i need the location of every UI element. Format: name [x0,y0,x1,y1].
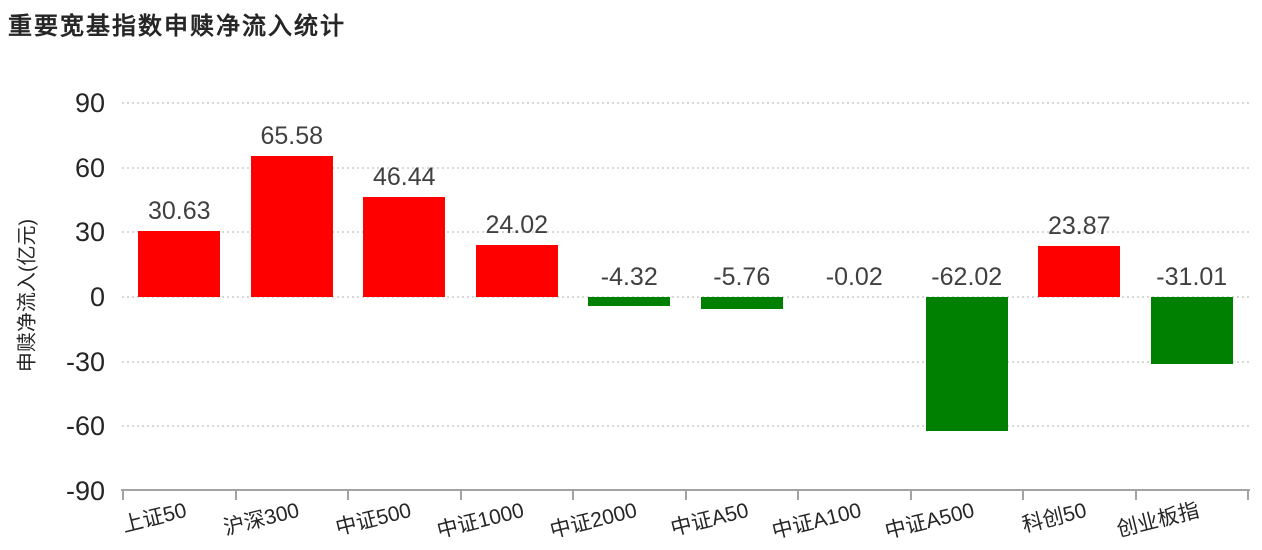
x-tick [347,489,349,500]
y-tick-label: -30 [65,346,105,377]
x-tick [1247,489,1249,500]
x-tick-label: 中证1000 [434,499,527,543]
gridline [122,360,1249,363]
gridline [122,101,1249,104]
x-tick [797,489,799,500]
x-tick [459,489,462,500]
gridline [122,231,1249,234]
bar-value-label: -5.76 [713,263,771,291]
x-tick [909,489,912,500]
bar [475,245,558,297]
y-tick-label: -60 [65,411,105,442]
bar-value-label: -62.02 [931,263,1003,291]
x-tick-label: 中证A50 [668,499,752,541]
bar [1038,245,1121,297]
bar-value-label: 46.44 [372,162,436,191]
x-tick-label: 科创50 [1019,499,1089,538]
x-tick-label: 中证A500 [882,499,977,544]
chart-title: 重要宽基指数申赎净流入统计 [8,13,346,40]
bar [250,155,333,297]
x-tick [684,489,687,500]
x-tick [234,489,237,500]
x-tick-label: 中证2000 [547,499,639,543]
x-tick-label: 中证A100 [769,499,864,544]
x-tick [1134,489,1137,500]
bar-value-label: 30.63 [147,196,211,225]
bar [363,196,446,297]
bar [588,297,671,307]
y-tick-label: 30 [74,217,105,248]
gridline [122,425,1249,428]
x-tick [572,489,574,500]
y-tick-label: -90 [65,476,105,506]
gridline [122,296,1249,298]
bar [700,297,783,310]
x-tick-label: 创业板指 [1114,499,1202,542]
x-tick [122,489,124,500]
bar-value-label: -31.01 [1156,263,1228,291]
x-tick-label: 中证500 [333,499,414,540]
bar-value-label: -0.02 [825,263,883,291]
bar [1150,297,1233,364]
bar [138,230,221,297]
bar-value-label: 23.87 [1047,211,1111,240]
bar-value-label: 24.02 [485,211,549,240]
bar-value-label: -4.32 [600,263,658,291]
x-tick-label: 上证50 [119,499,189,538]
y-tick-label: 90 [74,87,105,118]
y-tick-label: 0 [89,282,105,312]
bar-value-label: 65.58 [260,121,324,150]
x-tick-label: 沪深300 [220,499,302,540]
gridline [122,166,1249,169]
bar [925,297,1008,431]
y-tick-label: 60 [74,152,105,183]
x-tick [1022,489,1024,500]
